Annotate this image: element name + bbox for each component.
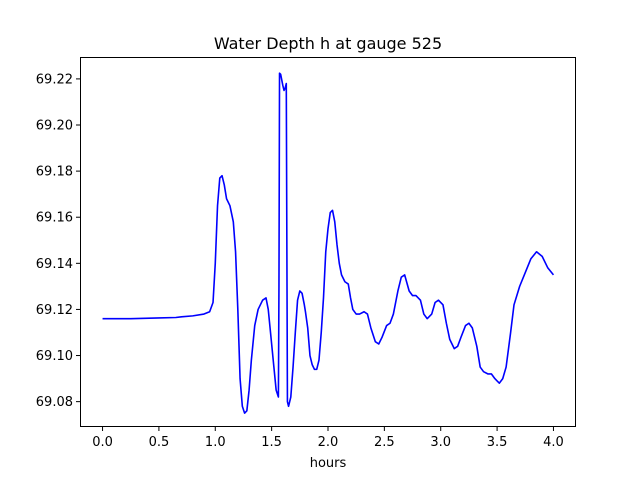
y-tick-label: 69.18 [36, 165, 73, 180]
x-tick-label: 0.0 [92, 435, 113, 450]
x-axis: 0.0 0.5 1.0 1.5 2.0 2.5 3.0 3.5 4.0 [92, 427, 564, 450]
x-tick-label: 1.5 [261, 435, 282, 450]
x-tick-label: 2.5 [374, 435, 395, 450]
plot-frame [80, 57, 576, 427]
x-tick-label: 3.0 [430, 435, 451, 450]
x-tick-label: 1.0 [205, 435, 226, 450]
y-tick-label: 69.22 [36, 72, 73, 87]
y-axis: 69.08 69.10 69.12 69.14 69.16 69.18 69.20 69.22 [36, 72, 80, 410]
x-tick-label: 2.0 [318, 435, 339, 450]
y-tick-label: 69.08 [36, 395, 73, 410]
x-tick-label: 0.5 [149, 435, 170, 450]
plot-area [102, 72, 555, 414]
y-tick-label: 69.14 [36, 257, 73, 272]
y-tick-label: 69.12 [36, 303, 73, 318]
y-tick-label: 69.20 [36, 119, 73, 134]
y-tick-label: 69.10 [36, 349, 73, 364]
series-line-0 [102, 72, 555, 414]
y-tick-label: 69.16 [36, 211, 73, 226]
x-tick-label: 3.5 [487, 435, 508, 450]
x-axis-label: hours [310, 456, 347, 471]
x-tick-label: 4.0 [543, 435, 564, 450]
chart-title: Water Depth h at gauge 525 [214, 34, 442, 53]
